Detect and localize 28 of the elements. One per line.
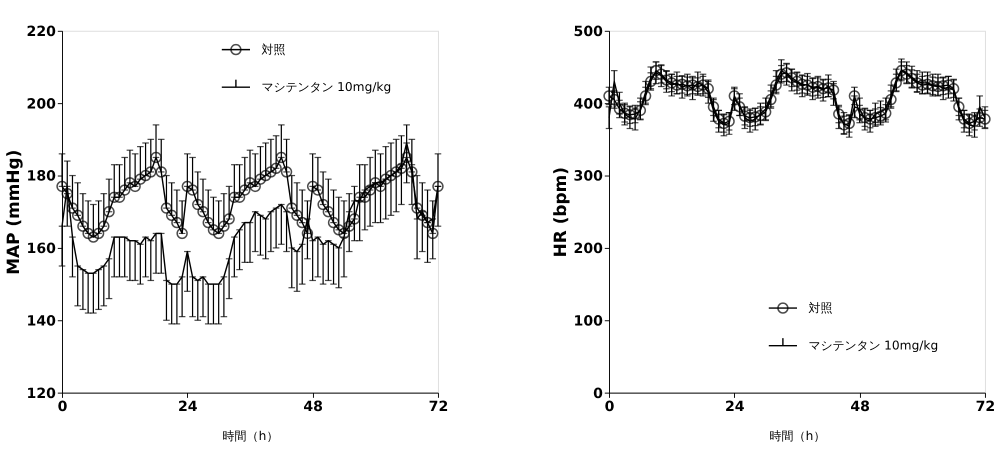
legend-label: マシテンタン 10mg/kg [808,338,938,352]
y-tick-label: 220 [26,24,56,40]
x-tick-label: 24 [725,398,745,415]
y-axis-title: HR (bpm) [550,167,570,258]
y-tick-label: 180 [26,168,56,185]
x-tick-label: 72 [428,398,448,415]
y-tick-label: 140 [26,313,56,330]
x-tick-label: 48 [850,398,870,415]
legend-label: 対照 [261,42,286,56]
y-tick-label: 0 [593,386,604,402]
y-axis-title: MAP (mmHg) [2,150,23,275]
y-tick-label: 100 [574,313,604,330]
y-tick-label: 500 [574,24,604,40]
x-tick-label: 72 [976,398,996,415]
y-tick-label: 120 [26,386,56,402]
legend-label: 対照 [808,300,832,315]
y-tick-label: 200 [574,241,604,258]
legend-label: マシテンタン 10mg/kg [261,80,392,94]
y-tick-label: 160 [26,241,56,258]
x-axis-title: 時間（h） [222,429,278,444]
x-tick-label: 0 [604,398,615,415]
y-tick-label: 300 [574,168,604,185]
x-axis-title: 時間（h） [770,429,826,444]
y-tick-label: 400 [574,96,604,112]
x-tick-label: 48 [303,398,323,415]
x-tick-label: 24 [178,398,198,415]
y-tick-label: 200 [26,96,56,112]
x-tick-label: 0 [58,398,68,415]
